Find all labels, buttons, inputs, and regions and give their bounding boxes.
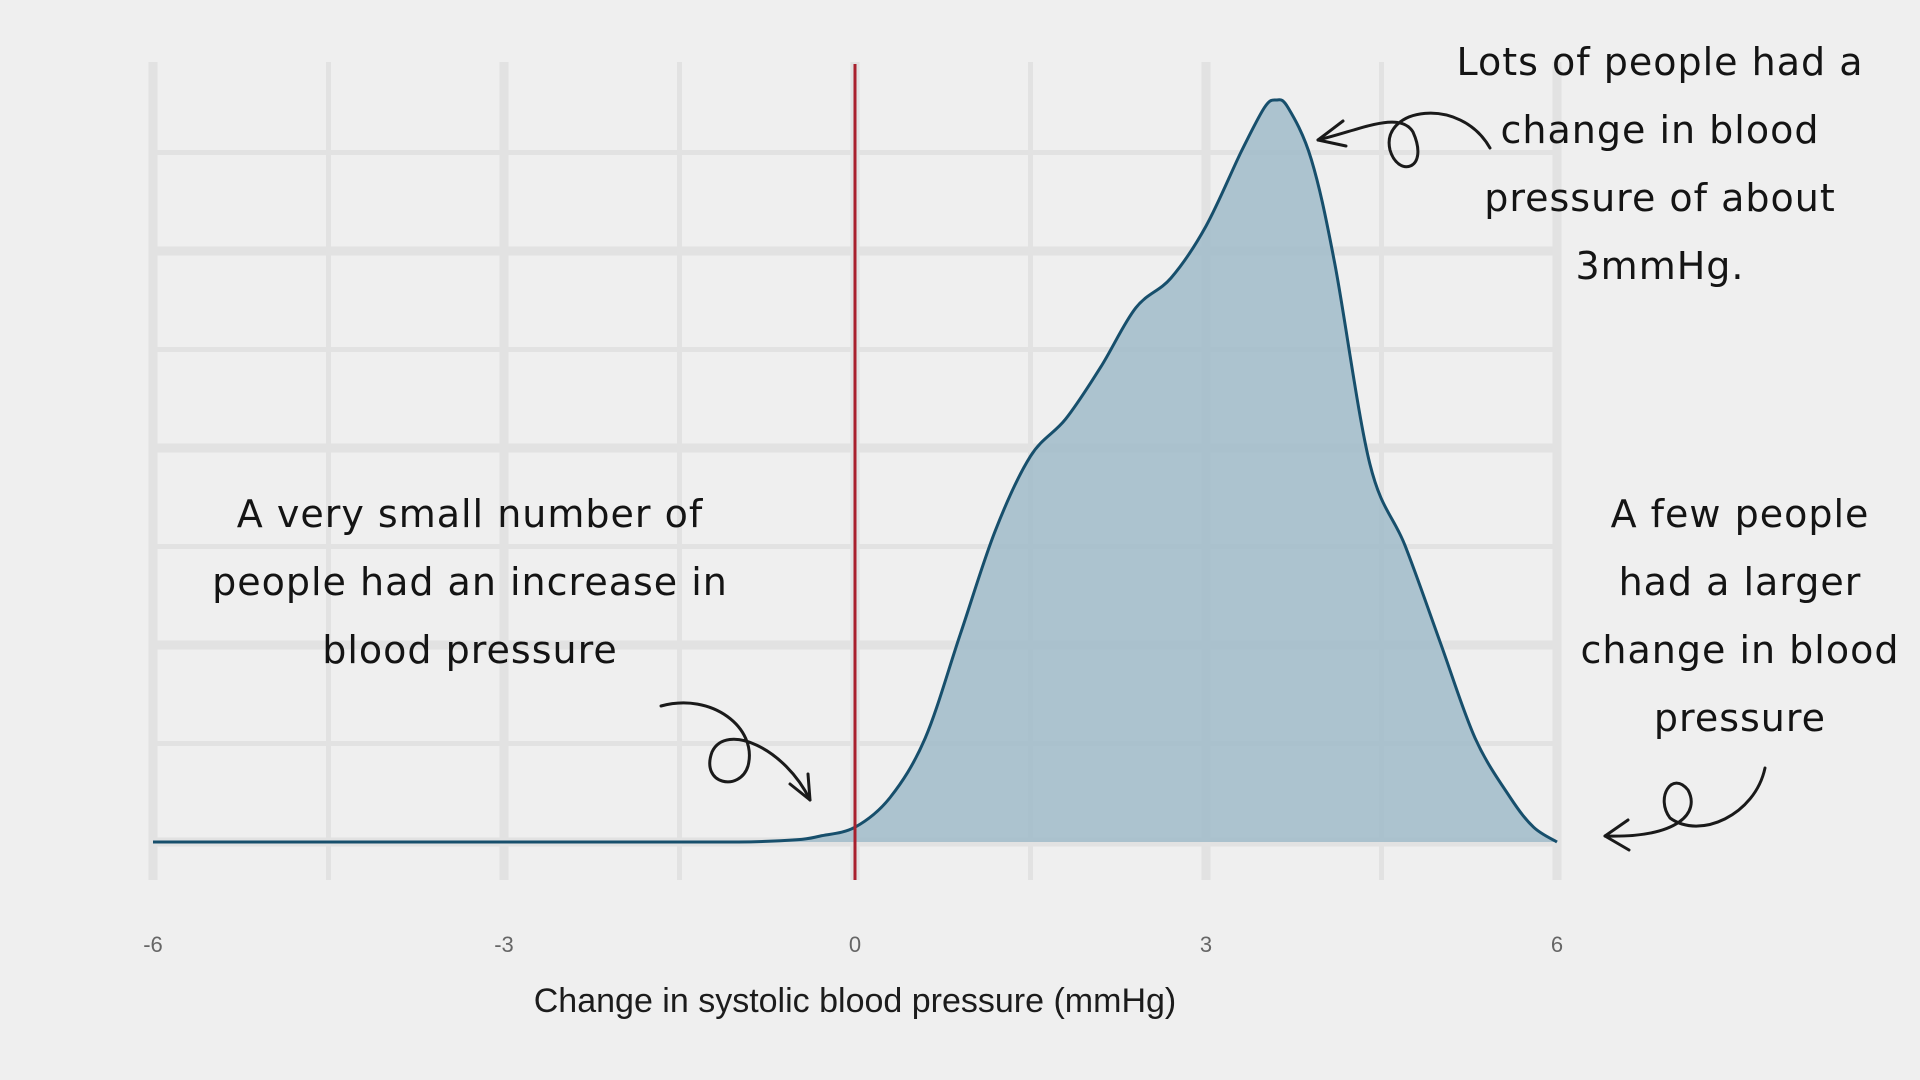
arrow-increase-head xyxy=(788,772,812,802)
annotation-larger-line-4: pressure xyxy=(1653,696,1827,740)
annotation-larger-line-1: A few people xyxy=(1610,492,1870,536)
x-tick-label: -3 xyxy=(494,932,514,957)
arrow-larger-head xyxy=(1603,818,1631,852)
x-tick-label: -6 xyxy=(143,932,163,957)
annotation-larger: A few people had a larger change in bloo… xyxy=(1570,480,1910,752)
density-area xyxy=(153,99,1557,842)
annotation-increase-line-2: people had an increase in xyxy=(212,560,728,604)
annotation-larger-line-3: change in blood xyxy=(1580,628,1900,672)
x-tick-label: 3 xyxy=(1200,932,1212,957)
arrow-peak xyxy=(1316,111,1492,169)
annotation-peak-line-1: Lots of people had a xyxy=(1456,40,1864,84)
annotation-peak-line-4: 3mmHg. xyxy=(1575,244,1745,288)
x-tick-label: 6 xyxy=(1551,932,1563,957)
arrow-increase xyxy=(659,701,812,802)
annotation-peak-line-2: change in blood xyxy=(1500,108,1820,152)
arrow-larger xyxy=(1603,766,1767,838)
annotation-increase-line-3: blood pressure xyxy=(322,628,618,672)
arrow-peak-head xyxy=(1316,119,1348,148)
annotation-larger-line-2: had a larger xyxy=(1618,560,1862,604)
annotation-increase-line-1: A very small number of xyxy=(236,492,704,536)
annotation-peak-line-3: pressure of about xyxy=(1484,176,1836,220)
annotation-increase: A very small number of people had an inc… xyxy=(190,480,750,684)
density-line xyxy=(152,98,1558,844)
x-axis-label: Change in systolic blood pressure (mmHg) xyxy=(534,982,1176,1020)
annotation-peak: Lots of people had a change in blood pre… xyxy=(1420,28,1900,300)
x-tick-label: 0 xyxy=(849,932,861,957)
